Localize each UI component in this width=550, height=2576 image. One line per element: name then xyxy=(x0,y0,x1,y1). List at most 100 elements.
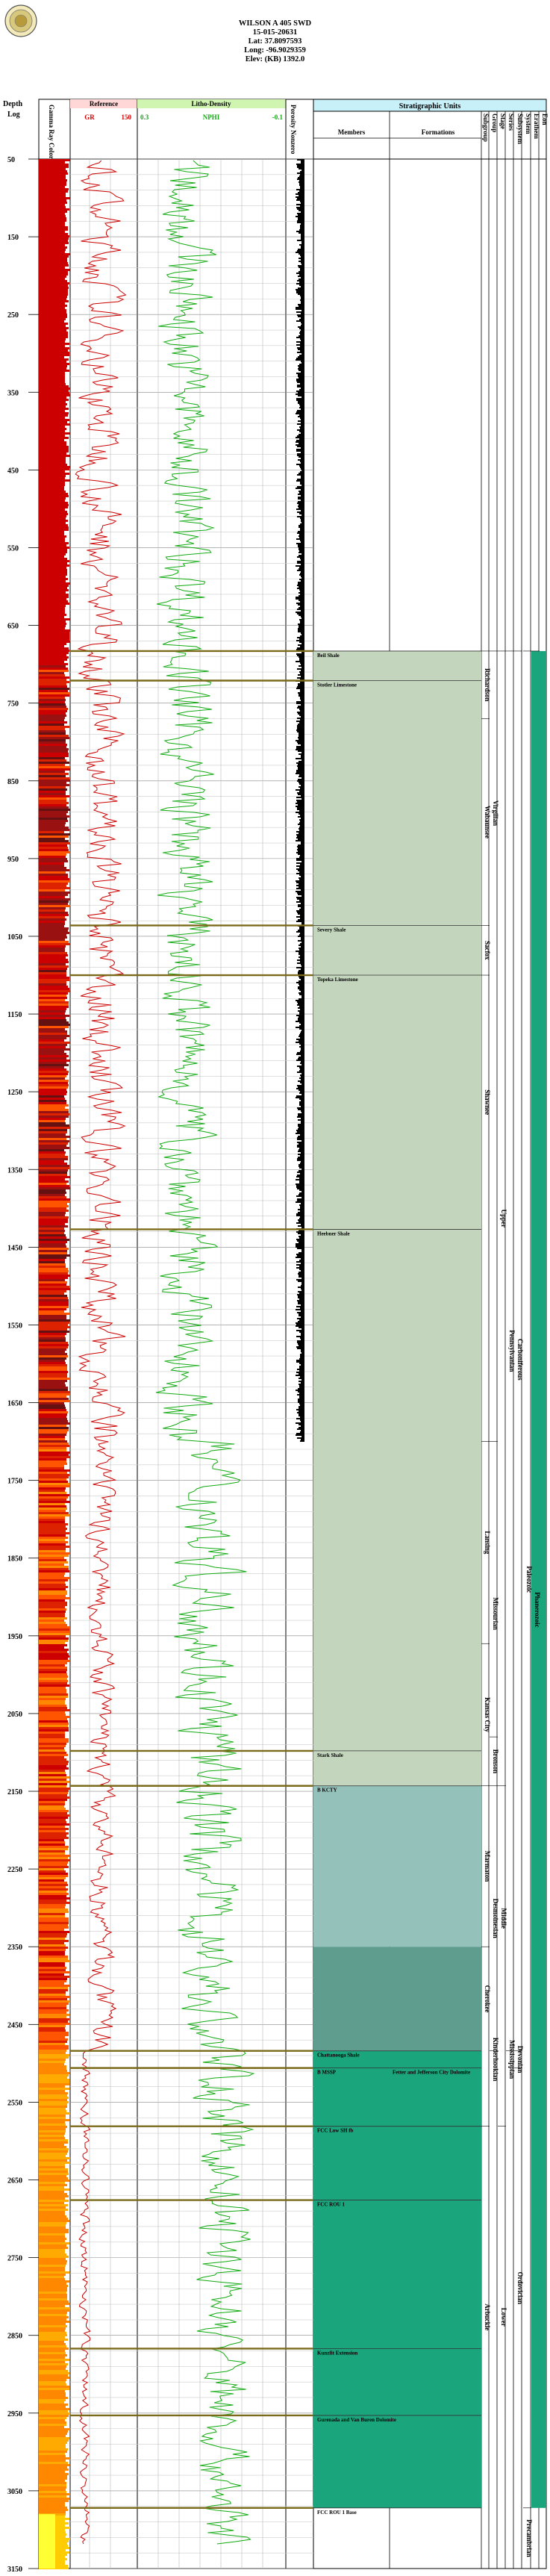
gamma-color-band xyxy=(39,558,67,560)
porosity-bar xyxy=(297,1428,304,1430)
gamma-color-band xyxy=(39,1279,65,1281)
porosity-bar xyxy=(299,547,304,549)
gamma-color-band xyxy=(39,1893,69,1895)
gamma-color-band xyxy=(39,1331,69,1333)
gamma-color-band xyxy=(39,1422,70,1425)
gamma-color-band xyxy=(39,1127,70,1129)
porosity-bar xyxy=(299,786,304,788)
gamma-color-band xyxy=(39,1938,65,1940)
porosity-bar xyxy=(299,1384,304,1385)
kgs-seal-icon xyxy=(4,4,37,37)
gamma-color-band xyxy=(39,1221,68,1223)
gamma-color-band xyxy=(39,625,66,627)
porosity-bar xyxy=(301,979,304,980)
gamma-color-band xyxy=(39,1599,65,1602)
gamma-color-band xyxy=(39,325,66,327)
gamma-color-band xyxy=(39,1281,67,1284)
gamma-color-band xyxy=(39,1409,66,1411)
porosity-bar xyxy=(296,834,304,836)
gamma-color-band xyxy=(39,240,68,242)
gamma-color-band xyxy=(39,2466,67,2468)
porosity-bar xyxy=(296,1261,304,1263)
porosity-bar xyxy=(300,383,304,385)
gamma-color-band xyxy=(39,1109,69,1111)
gamma-color-band xyxy=(39,2312,67,2314)
gamma-color-band xyxy=(39,1579,68,1581)
gamma-color-band xyxy=(39,2200,69,2202)
gamma-color-band xyxy=(39,858,67,860)
gamma-color-band xyxy=(39,1785,66,1788)
porosity-bar xyxy=(300,1354,304,1355)
formation-top-label: Heebner Shale xyxy=(317,1231,350,1236)
gamma-color-band xyxy=(39,2323,66,2325)
gamma-color-band xyxy=(39,1832,69,1835)
gamma-color-band xyxy=(39,2332,66,2334)
gamma-color-band xyxy=(39,2451,67,2453)
gamma-color-band xyxy=(39,1949,66,1951)
porosity-bar xyxy=(300,174,304,175)
gamma-color-band xyxy=(39,1985,70,1987)
porosity-bar xyxy=(301,1031,304,1033)
porosity-bar xyxy=(298,1233,304,1234)
porosity-bar xyxy=(301,485,304,486)
gamma-color-band xyxy=(39,529,69,531)
gamma-color-band xyxy=(39,2012,66,2014)
porosity-bar xyxy=(297,898,304,900)
gamma-color-band xyxy=(39,603,69,605)
porosity-bar xyxy=(301,1425,304,1427)
porosity-bar xyxy=(296,189,304,190)
porosity-bar xyxy=(299,1149,304,1151)
gamma-color-band xyxy=(39,2352,66,2354)
porosity-bar xyxy=(296,1021,304,1022)
porosity-bar xyxy=(299,1046,304,1048)
porosity-bar xyxy=(297,1071,304,1073)
depth-tick-label: 2850 xyxy=(7,2333,22,2341)
well-long: Long: -96.9029359 xyxy=(244,46,306,55)
gamma-color-band xyxy=(39,1631,69,1633)
gamma-color-band xyxy=(39,1299,69,1301)
porosity-bar xyxy=(299,513,304,514)
porosity-bar xyxy=(301,161,304,162)
porosity-bar xyxy=(300,558,304,559)
porosity-bar xyxy=(299,1397,304,1399)
porosity-bar xyxy=(299,927,304,928)
porosity-bar xyxy=(296,1279,304,1281)
porosity-bar xyxy=(298,850,304,852)
gamma-color-band xyxy=(39,2150,68,2153)
porosity-bar xyxy=(296,640,304,641)
gamma-color-band xyxy=(39,1915,65,1917)
gamma-color-band xyxy=(39,1467,64,1469)
gamma-color-band xyxy=(39,2014,69,2016)
porosity-bar xyxy=(297,222,304,223)
gamma-color-band xyxy=(39,822,66,824)
porosity-bar xyxy=(297,167,304,168)
strat-band xyxy=(313,1947,481,2051)
gamma-color-band xyxy=(39,1389,68,1391)
gamma-color-band xyxy=(39,862,64,865)
porosity-bar xyxy=(301,1421,304,1422)
gamma-color-band xyxy=(39,2305,65,2307)
gamma-color-band xyxy=(39,1315,66,1317)
nphi-curve xyxy=(155,160,255,2545)
gamma-color-band xyxy=(39,1015,69,1017)
gamma-color-band xyxy=(39,1223,65,1225)
porosity-bar xyxy=(296,740,304,741)
gamma-color-band xyxy=(39,1431,67,1434)
gamma-color-band xyxy=(39,948,65,950)
gamma-color-band xyxy=(39,2428,70,2430)
log-curves xyxy=(75,160,255,2545)
porosity-bar xyxy=(301,968,304,970)
gamma-color-band xyxy=(39,600,68,603)
gamma-color-band xyxy=(39,287,69,289)
porosity-bar xyxy=(297,1065,304,1067)
gamma-color-band xyxy=(39,1667,67,1669)
porosity-bar xyxy=(297,1172,304,1173)
gamma-color-band xyxy=(39,1077,65,1080)
gamma-color-band xyxy=(39,2141,68,2144)
porosity-bar xyxy=(297,386,304,388)
porosity-bar xyxy=(300,864,304,865)
porosity-bar xyxy=(301,907,304,909)
porosity-bar xyxy=(299,774,304,776)
gamma-color-band xyxy=(39,175,66,177)
porosity-bar xyxy=(296,1042,304,1043)
